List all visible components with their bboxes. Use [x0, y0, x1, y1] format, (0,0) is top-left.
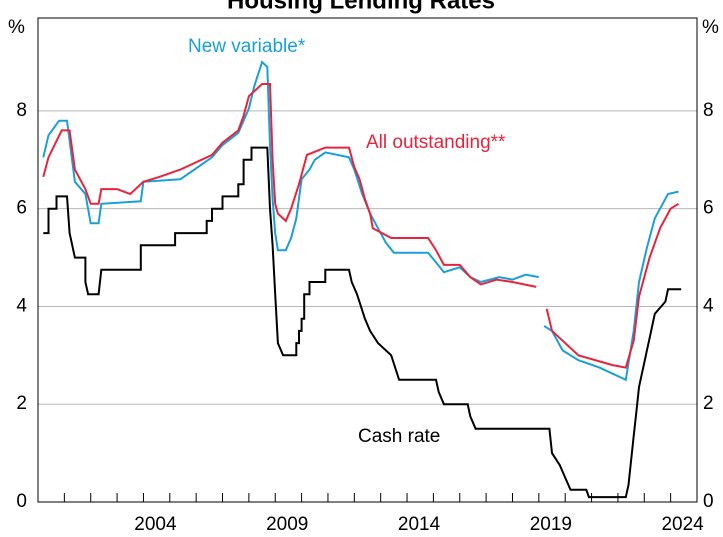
y-tick-label: 0: [703, 491, 714, 512]
y-tick-label: 8: [703, 100, 714, 121]
x-tick-label: 2004: [134, 514, 177, 535]
chart-title: Housing Lending Rates: [227, 0, 495, 14]
y-tick-label: 8: [16, 100, 27, 121]
x-tick-label: 2014: [398, 514, 441, 535]
plot-frame: [37, 17, 698, 503]
series-label: New variable*: [188, 36, 306, 57]
y-tick-label: 0: [16, 491, 27, 512]
y-tick-label: 4: [16, 295, 27, 316]
y-unit-right: %: [702, 17, 719, 38]
x-tick-label: 2019: [530, 514, 572, 535]
x-tick-label: 2024: [661, 514, 704, 535]
series-line: [42, 83, 680, 369]
y-tick-label: 2: [703, 393, 714, 414]
series-label: All outstanding**: [366, 132, 506, 153]
series-line: [42, 60, 679, 382]
series-line: [43, 146, 682, 499]
y-tick-label: 4: [703, 295, 714, 316]
y-tick-label: 6: [16, 198, 27, 219]
series-label: Cash rate: [358, 426, 440, 447]
x-tick-label: 2009: [266, 514, 308, 535]
y-tick-label: 2: [16, 393, 27, 414]
y-unit-left: %: [8, 17, 25, 38]
y-tick-label: 6: [703, 198, 714, 219]
